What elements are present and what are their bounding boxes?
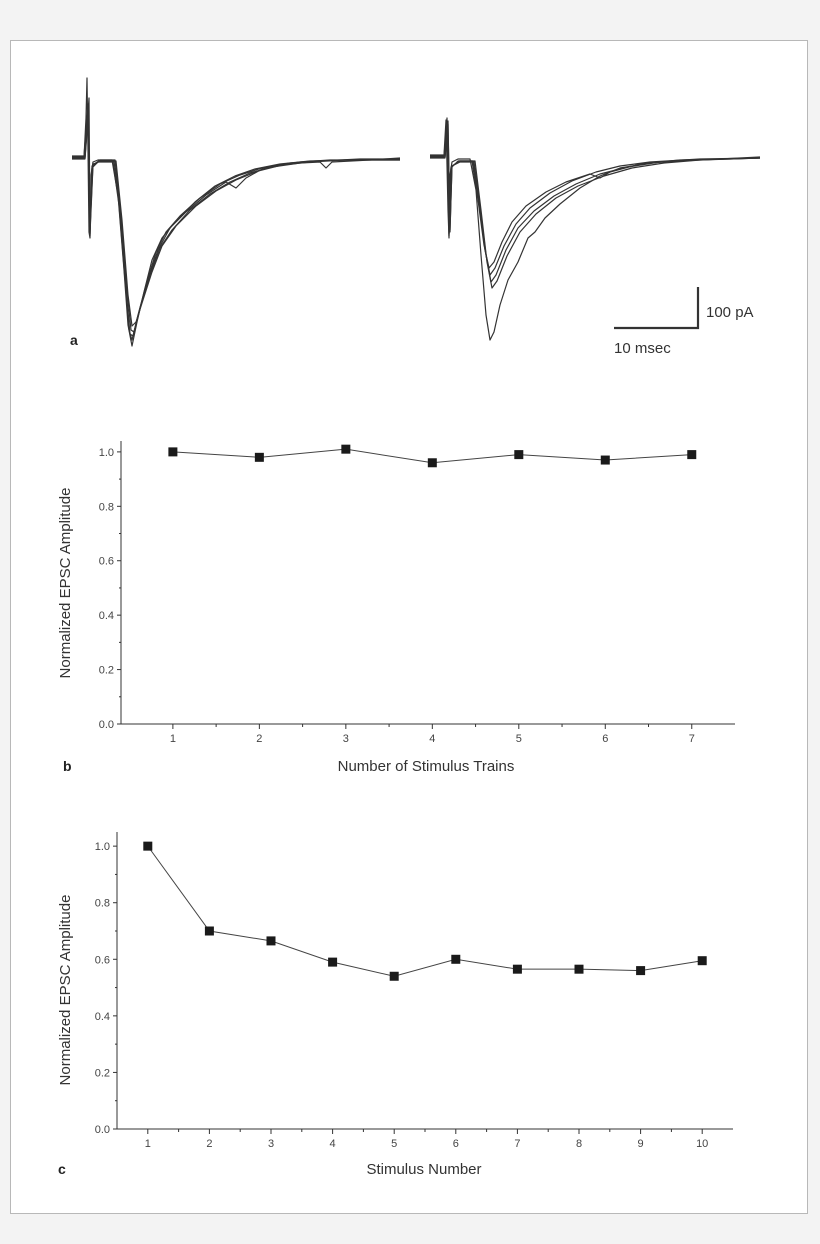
chart-c-data-point (512, 964, 522, 974)
chart-c-data-point (143, 841, 153, 851)
chart-c-y-tick-label: 0.8 (95, 898, 110, 910)
chart-c-x-tick-label: 4 (330, 1138, 336, 1150)
chart-b-data-point (514, 450, 524, 460)
scale-time-label: 10 msec (614, 340, 671, 357)
chart-c-data-point (574, 964, 584, 974)
chart-c-x-tick-label: 6 (453, 1138, 459, 1150)
panel-b-letter: b (63, 758, 72, 774)
chart-c-data-point (636, 966, 646, 976)
scale-bar (614, 287, 700, 330)
scale-amplitude-label: 100 pA (706, 304, 754, 321)
panel-c-chart: 0.0 0.2 0.4 0.6 0.8 1.0 1 2 3 4 5 6 7 8 9 10 c Stimulus… (57, 832, 733, 1178)
chart-c-x-tick-label: 8 (576, 1138, 582, 1150)
chart-c-y-tick-label: 0.2 (95, 1067, 110, 1079)
chart-b-data-point (687, 450, 697, 460)
chart-b-x-tick-label: 3 (343, 733, 349, 745)
chart-c-x-tick-label: 1 (145, 1138, 151, 1150)
chart-b-x-axis-title: Number of Stimulus Trains (338, 758, 515, 775)
chart-c-x-tick-label: 5 (391, 1138, 397, 1150)
chart-b-x-tick-label: 6 (602, 733, 608, 745)
chart-c-y-tick-label: 0.6 (95, 954, 110, 966)
chart-c-data-point (389, 971, 399, 981)
chart-c-x-tick-label: 7 (514, 1138, 520, 1150)
chart-c-y-tick-label: 0.4 (95, 1011, 110, 1023)
chart-b-data-point (600, 455, 610, 465)
chart-b-data-point (341, 444, 351, 454)
chart-b-y-axis-title: Normalized EPSC Amplitude (57, 488, 74, 679)
chart-b-x-tick-label: 4 (429, 733, 435, 745)
trace-left-5 (72, 119, 400, 327)
chart-c-y-tick-label: 0.0 (95, 1124, 110, 1136)
chart-b-y-tick-label: 0.6 (99, 556, 114, 568)
panel-b-chart: 0.0 0.2 0.4 0.6 0.8 1.0 1 2 3 4 5 6 7 b Number of St… (57, 441, 735, 775)
chart-c-x-tick-label: 10 (696, 1138, 708, 1150)
trace-left-1 (72, 77, 401, 347)
chart-b-y-tick-label: 0.0 (99, 719, 114, 731)
chart-b-data-point (427, 458, 437, 468)
panel-a-letter: a (70, 332, 78, 348)
chart-c-data-point (204, 926, 214, 936)
chart-c-data-point (328, 957, 338, 967)
chart-c-y-tick-label: 1.0 (95, 841, 110, 853)
chart-c-x-tick-label: 9 (638, 1138, 644, 1150)
chart-b-y-tick-label: 0.4 (99, 610, 114, 622)
chart-b-data-point (254, 452, 264, 462)
figure-frame (10, 40, 808, 1214)
chart-b-x-tick-label: 2 (256, 733, 262, 745)
chart-c-data-point (451, 954, 461, 964)
chart-c-data-point (697, 956, 707, 966)
chart-b-x-tick-label: 7 (689, 733, 695, 745)
chart-c-x-tick-label: 2 (206, 1138, 212, 1150)
chart-c-x-tick-label: 3 (268, 1138, 274, 1150)
chart-b-y-tick-label: 1.0 (99, 447, 114, 459)
chart-b-x-tick-label: 5 (516, 733, 522, 745)
chart-b-data-point (168, 447, 178, 457)
chart-b-x-tick-label: 1 (170, 733, 176, 745)
chart-c-y-axis-title: Normalized EPSC Amplitude (57, 895, 74, 1086)
chart-b-y-tick-label: 0.8 (99, 501, 114, 513)
chart-b-y-tick-label: 0.2 (99, 665, 114, 677)
trace-right-5 (430, 123, 761, 289)
chart-c-data-point (266, 936, 276, 946)
panel-c-letter: c (58, 1161, 66, 1177)
chart-c-series-line (147, 845, 703, 977)
chart-c-x-axis-title: Stimulus Number (366, 1161, 481, 1178)
panel-a-traces: 100 pA 10 msec a (70, 77, 761, 357)
